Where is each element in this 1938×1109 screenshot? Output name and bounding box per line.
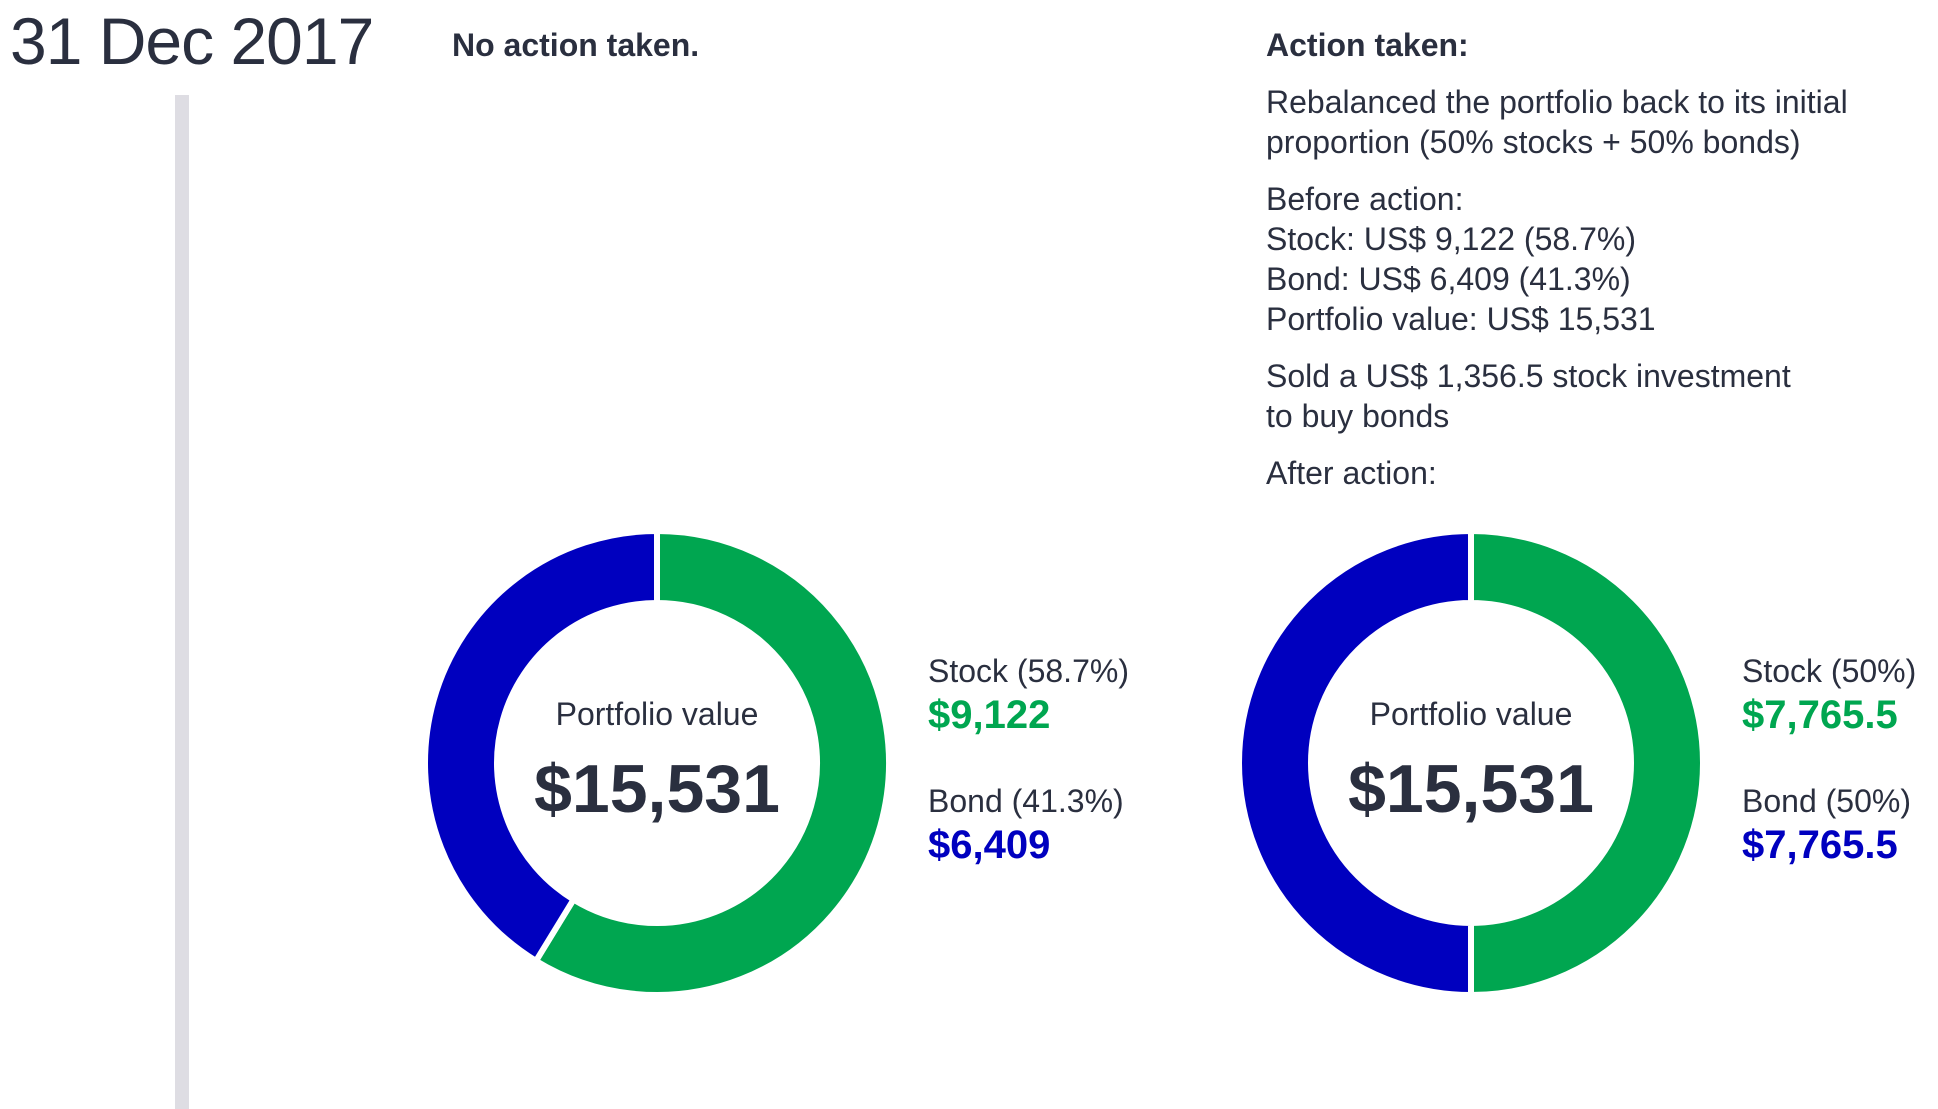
center-label: Portfolio value: [555, 696, 759, 732]
legend-item-bond: Bond (41.3%) $6,409: [928, 782, 1129, 912]
left-heading: No action taken.: [452, 27, 700, 63]
description-line: Rebalanced the portfolio back to its ini…: [1266, 84, 1848, 120]
donut-slice-bond: [1236, 528, 1474, 998]
description-line: Portfolio value: US$ 15,531: [1266, 301, 1656, 337]
donut-svg: [1236, 528, 1706, 998]
legend-value: $7,765.5: [1742, 693, 1898, 737]
description-paragraph-1: Rebalanced the portfolio back to its ini…: [1266, 82, 1906, 162]
description-line: Bond: US$ 6,409 (41.3%): [1266, 261, 1631, 297]
legend-item-stock: Stock (58.7%) $9,122: [928, 652, 1129, 782]
legend-value: $7,765.5: [1742, 823, 1898, 867]
donut-slice-bond: [422, 528, 660, 966]
legend-after: Stock (50%) $7,765.5 Bond (50%) $7,765.5: [1742, 652, 1916, 912]
legend-label: Bond (50%): [1742, 783, 1911, 819]
donut-slice-stock: [1468, 528, 1706, 998]
center-label: Portfolio value: [1369, 696, 1573, 732]
description-line: Before action:: [1266, 181, 1464, 217]
description-paragraph-4: After action:: [1266, 453, 1906, 493]
date-title: 31 Dec 2017: [10, 4, 374, 78]
center-value: $15,531: [534, 751, 780, 827]
legend-value: $6,409: [928, 823, 1051, 867]
description-line: Sold a US$ 1,356.5 stock investment: [1266, 358, 1791, 394]
description-line: Stock: US$ 9,122 (58.7%): [1266, 221, 1636, 257]
description-line: proportion (50% stocks + 50% bonds): [1266, 124, 1801, 160]
legend-label: Stock (58.7%): [928, 653, 1129, 689]
legend-before: Stock (58.7%) $9,122 Bond (41.3%) $6,409: [928, 652, 1129, 912]
legend-label: Stock (50%): [1742, 653, 1917, 689]
description-line: After action:: [1266, 455, 1437, 491]
donut-chart-after: Portfolio value $15,531: [1236, 528, 1706, 998]
legend-label: Bond (41.3%): [928, 783, 1124, 819]
description-line: to buy bonds: [1266, 398, 1450, 434]
center-value: $15,531: [1348, 751, 1594, 827]
legend-value: $9,122: [928, 693, 1051, 737]
timeline-bar: [175, 95, 189, 1109]
donut-slice-stock: [531, 528, 892, 998]
donut-chart-before: Portfolio value $15,531: [422, 528, 892, 998]
action-description: Rebalanced the portfolio back to its ini…: [1266, 82, 1906, 510]
right-heading: Action taken:: [1266, 27, 1469, 63]
description-paragraph-2: Before action: Stock: US$ 9,122 (58.7%) …: [1266, 179, 1906, 339]
legend-item-stock: Stock (50%) $7,765.5: [1742, 652, 1916, 782]
donut-svg: [422, 528, 892, 998]
legend-item-bond: Bond (50%) $7,765.5: [1742, 782, 1916, 912]
description-paragraph-3: Sold a US$ 1,356.5 stock investment to b…: [1266, 356, 1906, 436]
